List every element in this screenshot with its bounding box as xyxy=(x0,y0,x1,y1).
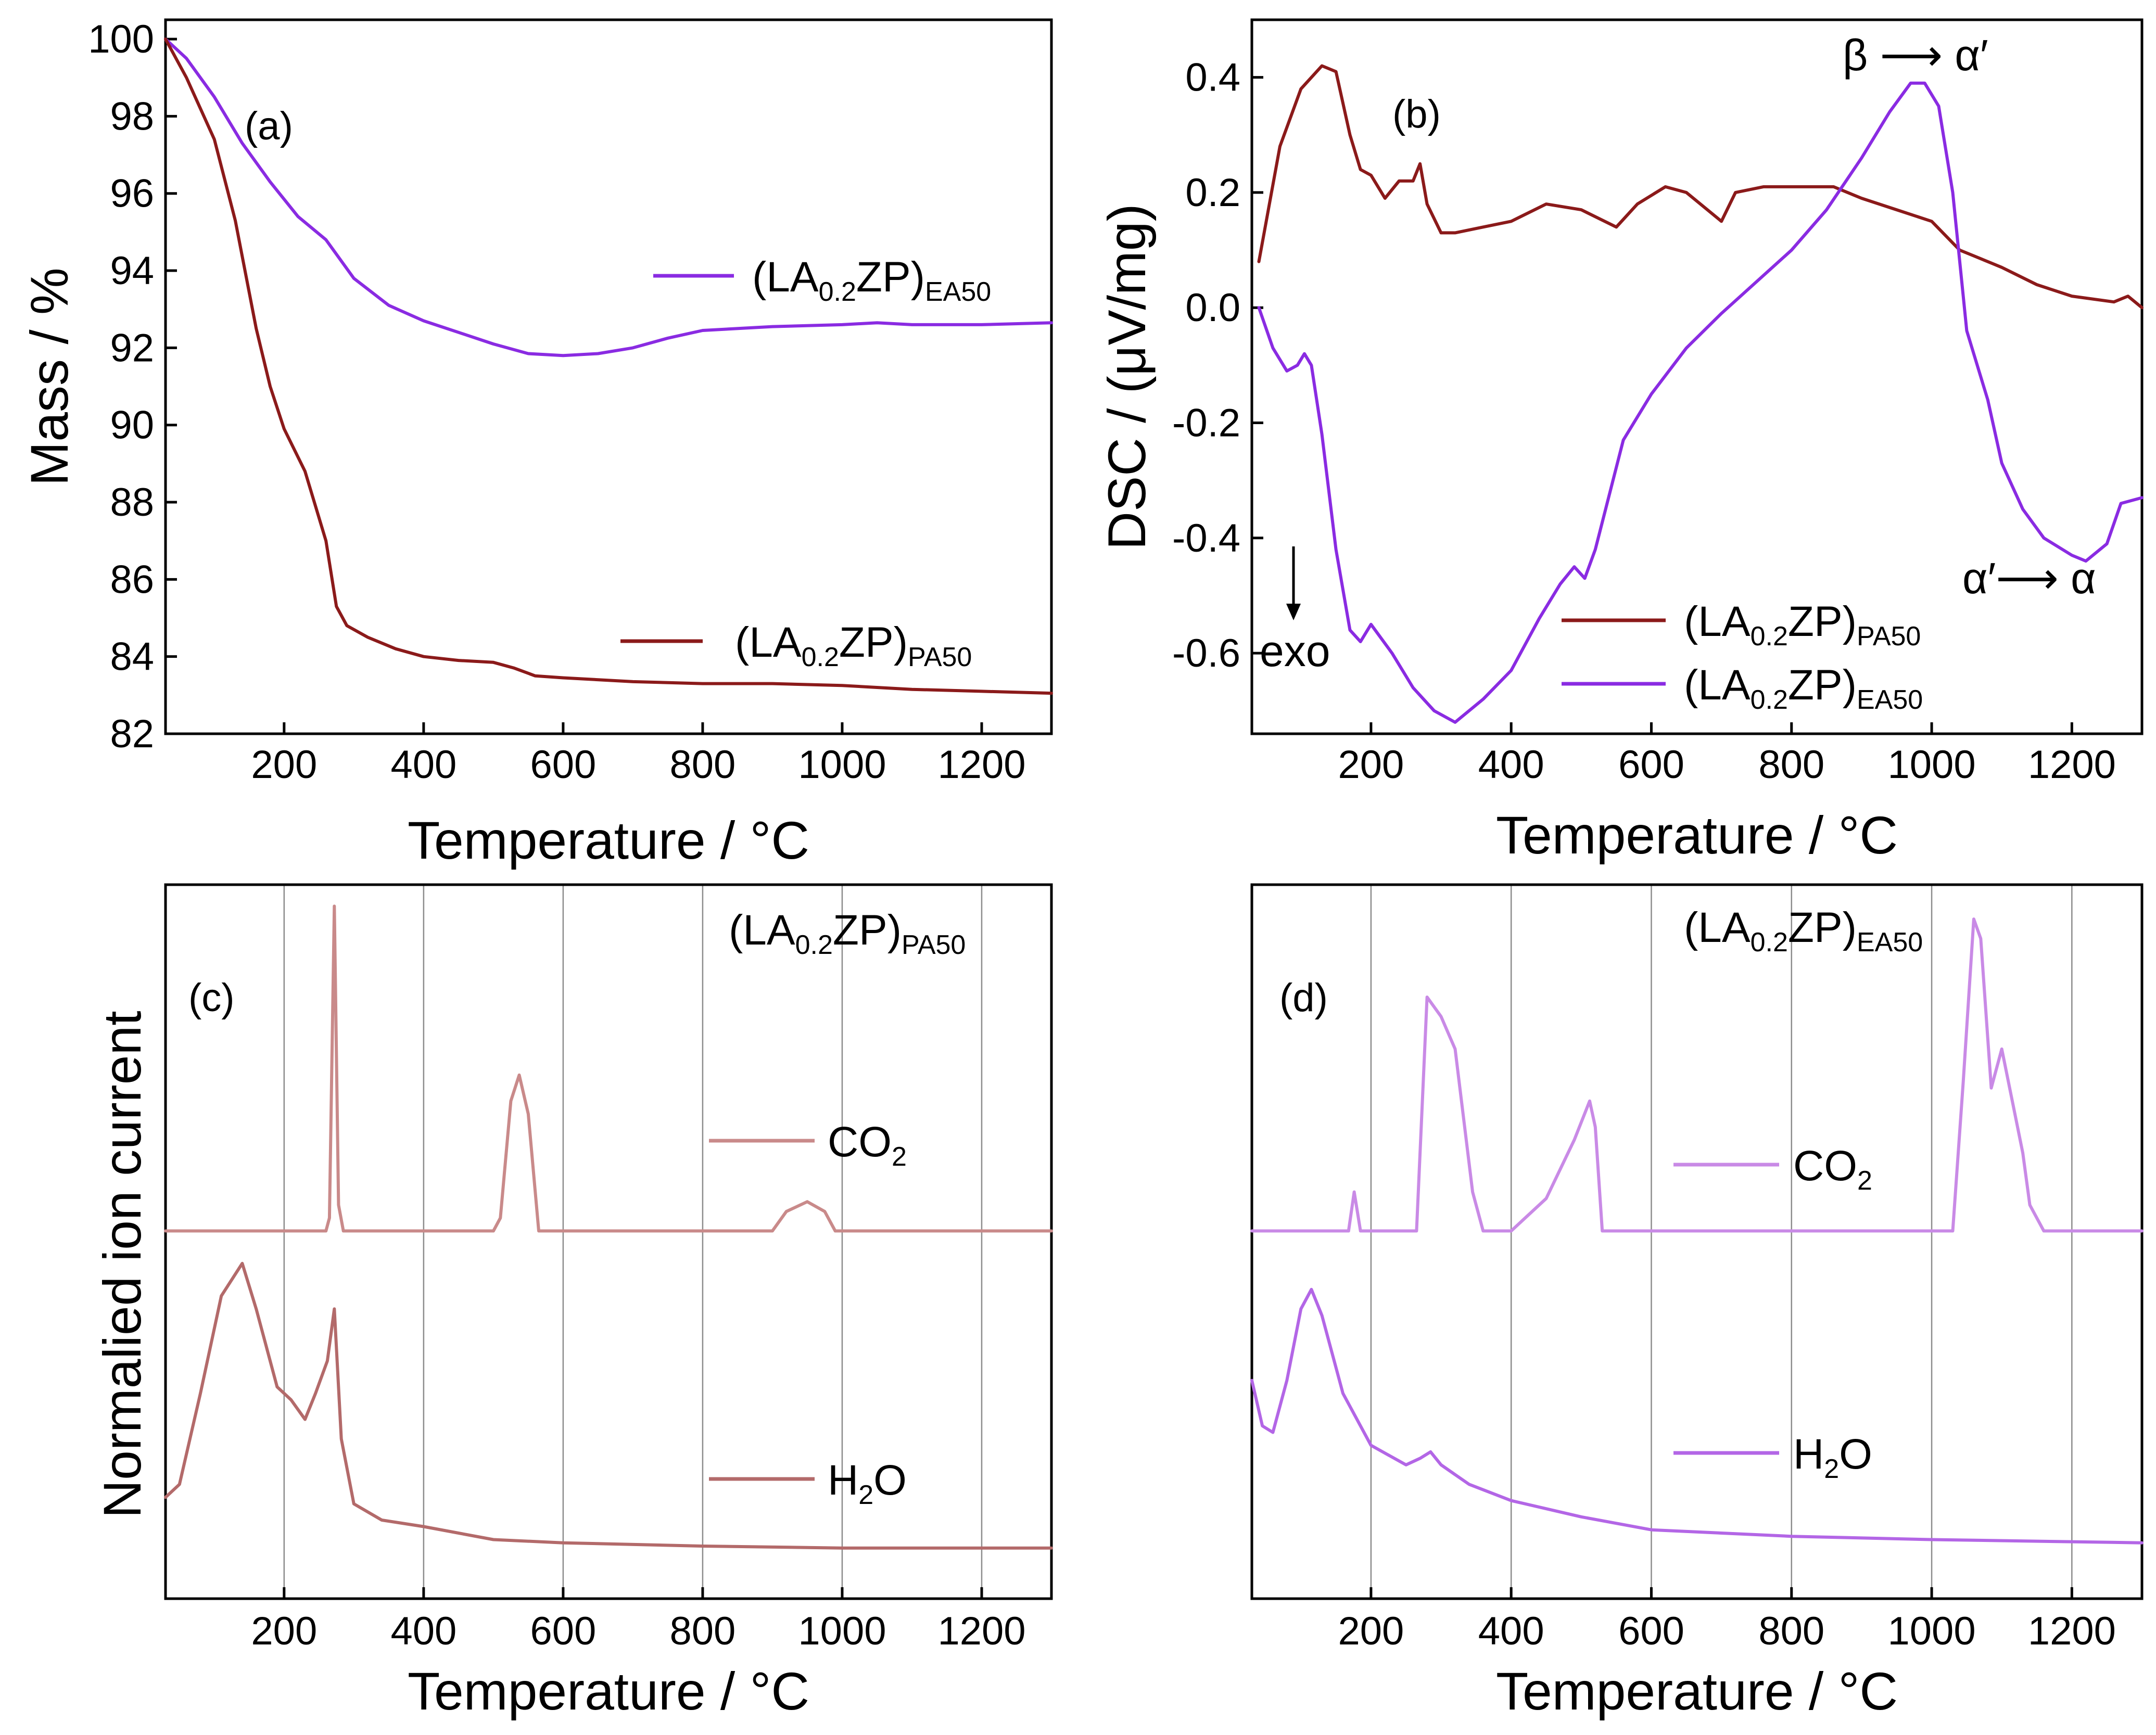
panel-b-transition-alpha-prime-alpha: α′⟶ α xyxy=(1962,554,2096,603)
panel-b-exo-arrowhead xyxy=(1286,604,1301,620)
panel-d-series xyxy=(1250,917,2144,1545)
panel-d-ion-current-plot: 200 400 600 800 1000 1200 Temperature / °C (d… xyxy=(1250,883,2144,1721)
panel-b-label: (b) xyxy=(1392,92,1441,136)
series-line--la0-2zp-ea50 xyxy=(164,37,1053,358)
x-tick-label-600: 600 xyxy=(1618,743,1684,787)
series-line-h2o xyxy=(1250,1287,2144,1545)
panel-a-mass-plot: 200 400 600 800 1000 1200 82 84 86 88 90 92 94 96 98 1… xyxy=(20,17,1053,870)
panel-b-x-ticks: 200 400 600 800 1000 1200 xyxy=(1338,722,2116,787)
panel-b-dsc-plot: 200 400 600 800 1000 1200 -0.6 -0.4 -0.2 0.0 0.2 0… xyxy=(1097,18,2144,865)
x-tick-label-400: 400 xyxy=(1478,1609,1544,1653)
y-tick-label: -0.4 xyxy=(1172,516,1240,560)
panel-d-x-axis-label: Temperature / °C xyxy=(1496,1662,1898,1721)
x-tick-label-1200: 1200 xyxy=(2028,1609,2116,1653)
y-tick-label: 86 xyxy=(110,557,154,602)
y-tick-label: 0.2 xyxy=(1185,171,1240,215)
y-tick-label: -0.6 xyxy=(1172,631,1240,675)
y-tick-label: 90 xyxy=(110,403,154,448)
panel-b-legend-pa50: (LA0.2ZP)PA50 xyxy=(1684,598,1921,652)
panel-b-frame xyxy=(1250,18,2144,735)
panel-b-legend-ea50: (LA0.2ZP)EA50 xyxy=(1684,661,1923,715)
panel-a-legend-ea50: (LA0.2ZP)EA50 xyxy=(752,253,991,307)
panel-d-label: (d) xyxy=(1279,976,1328,1020)
x-tick-label-800: 800 xyxy=(670,743,736,787)
panel-c-x-ticks: 200 400 600 800 1000 1200 xyxy=(251,1587,1026,1653)
y-tick-label: 0.0 xyxy=(1185,286,1240,330)
x-tick-label-600: 600 xyxy=(530,1609,596,1653)
panel-c-title: (LA0.2ZP)PA50 xyxy=(729,907,966,960)
panel-b-transition-beta-alpha: β ⟶ α′ xyxy=(1843,31,1988,80)
y-tick-label: 100 xyxy=(88,17,154,61)
x-tick-label-600: 600 xyxy=(1618,1609,1684,1653)
panel-d-legend-co2: CO2 xyxy=(1793,1142,1872,1196)
panel-c-frame xyxy=(164,883,1053,1600)
x-tick-label-1200: 1200 xyxy=(937,743,1025,787)
panel-a-series xyxy=(164,37,1053,695)
x-tick-label-400: 400 xyxy=(390,743,456,787)
series-line--la0-2zp-pa50 xyxy=(164,37,1053,695)
series-line--la0-2zp-ea50 xyxy=(1257,81,2144,724)
panel-a-frame xyxy=(164,18,1053,735)
panel-b-y-ticks: -0.6 -0.4 -0.2 0.0 0.2 0.4 xyxy=(1172,56,1263,675)
panel-c-gridlines xyxy=(283,885,983,1599)
x-tick-label-200: 200 xyxy=(1338,1609,1404,1653)
panel-d-legend-h2o: H2O xyxy=(1793,1431,1872,1484)
series-line-co2 xyxy=(1250,917,2144,1233)
x-tick-label-1000: 1000 xyxy=(798,1609,886,1653)
panel-d-x-ticks: 200 400 600 800 1000 1200 xyxy=(1338,1587,2116,1653)
y-tick-label: 0.4 xyxy=(1185,56,1240,100)
y-tick-label: 98 xyxy=(110,94,154,138)
panel-c-ion-current-plot: 200 400 600 800 1000 1200 Temperature / °C No… xyxy=(93,883,1053,1721)
series-line-h2o xyxy=(164,1261,1053,1550)
panel-a-x-ticks: 200 400 600 800 1000 1200 xyxy=(251,722,1026,787)
x-tick-label-200: 200 xyxy=(251,743,317,787)
series-line--la0-2zp-pa50 xyxy=(1257,64,2144,310)
x-tick-label-800: 800 xyxy=(670,1609,736,1653)
x-tick-label-200: 200 xyxy=(1338,743,1404,787)
y-tick-label: 96 xyxy=(110,172,154,216)
panel-c-series xyxy=(164,904,1053,1550)
y-tick-label: 94 xyxy=(110,249,154,293)
x-tick-label-400: 400 xyxy=(1478,743,1544,787)
y-tick-label: 84 xyxy=(110,635,154,679)
panel-c-label: (c) xyxy=(188,976,235,1020)
panel-b-exo-label: exo xyxy=(1260,627,1330,675)
panel-d-title: (LA0.2ZP)EA50 xyxy=(1684,904,1923,958)
panel-b-x-axis-label: Temperature / °C xyxy=(1496,806,1898,865)
panel-c-legend-h2o: H2O xyxy=(828,1457,907,1510)
x-tick-label-1200: 1200 xyxy=(2028,743,2116,787)
y-tick-label: -0.2 xyxy=(1172,401,1240,445)
x-tick-label-800: 800 xyxy=(1758,1609,1824,1653)
panel-d-gridlines xyxy=(1370,885,2073,1599)
y-tick-label: 82 xyxy=(110,712,154,756)
panel-c-y-axis-label: Normalied ion current xyxy=(93,1011,152,1518)
panel-a-y-axis-label: Mass / % xyxy=(20,267,79,486)
panel-a-x-axis-label: Temperature / °C xyxy=(408,811,809,870)
x-tick-label-600: 600 xyxy=(530,743,596,787)
panel-a-y-ticks: 82 84 86 88 90 92 94 96 98 100 xyxy=(88,17,177,756)
panel-a-label: (a) xyxy=(245,104,293,148)
x-tick-label-1000: 1000 xyxy=(1888,743,1976,787)
x-tick-label-200: 200 xyxy=(251,1609,317,1653)
panel-c-legend-co2: CO2 xyxy=(828,1118,907,1172)
panel-c-x-axis-label: Temperature / °C xyxy=(408,1662,809,1721)
x-tick-label-1000: 1000 xyxy=(1888,1609,1976,1653)
x-tick-label-400: 400 xyxy=(390,1609,456,1653)
panel-b-y-axis-label: DSC / (μV/mg) xyxy=(1097,203,1157,550)
panel-a-legend-pa50: (LA0.2ZP)PA50 xyxy=(735,619,972,672)
y-tick-label: 92 xyxy=(110,326,154,370)
x-tick-label-1200: 1200 xyxy=(937,1609,1025,1653)
y-tick-label: 88 xyxy=(110,480,154,525)
x-tick-label-1000: 1000 xyxy=(798,743,886,787)
series-line-co2 xyxy=(164,904,1053,1233)
x-tick-label-800: 800 xyxy=(1758,743,1824,787)
panel-b-series xyxy=(1257,64,2144,724)
panel-d-frame xyxy=(1250,883,2144,1600)
